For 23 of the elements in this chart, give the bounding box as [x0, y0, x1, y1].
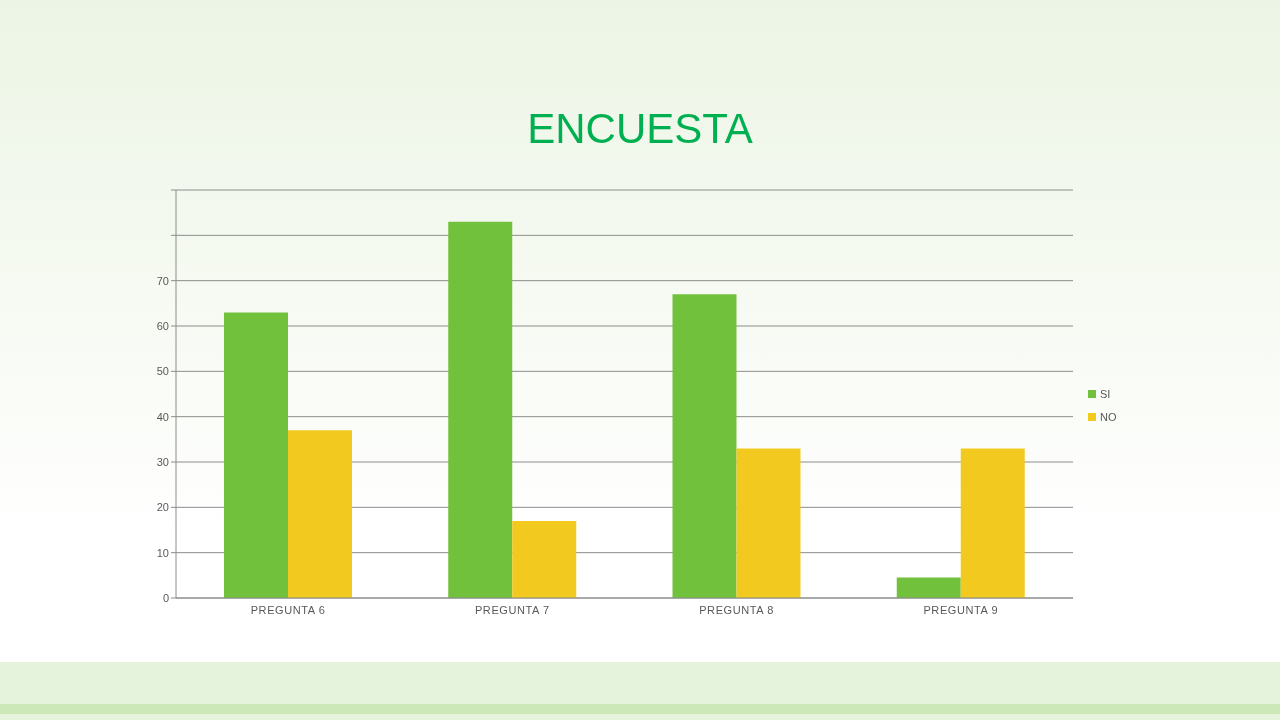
chart-title: ENCUESTA: [526, 104, 754, 154]
x-tick-label: PREGUNTA 7: [474, 603, 550, 616]
y-tick-label: 10: [156, 546, 169, 559]
x-tick-label: PREGUNTA 9: [923, 603, 999, 616]
bar: [512, 520, 577, 598]
y-tick-label: 20: [156, 501, 169, 514]
bar: [736, 448, 801, 598]
x-tick-label: PREGUNTA 6: [250, 603, 326, 616]
bar: [448, 221, 513, 598]
legend-label: NO: [1100, 410, 1117, 423]
legend-label: SI: [1100, 387, 1111, 400]
y-tick-label: 40: [156, 410, 169, 423]
y-tick-label: 30: [156, 455, 169, 468]
y-tick-label: 50: [156, 365, 169, 378]
y-tick-label: 60: [156, 319, 169, 332]
bar: [287, 430, 352, 598]
bar: [960, 448, 1025, 598]
x-tick-label: PREGUNTA 8: [699, 603, 775, 616]
y-tick-label: 70: [156, 274, 169, 287]
y-tick-label: 0: [162, 591, 169, 604]
bar: [223, 312, 288, 598]
bar: [896, 577, 961, 598]
bar: [672, 294, 737, 598]
